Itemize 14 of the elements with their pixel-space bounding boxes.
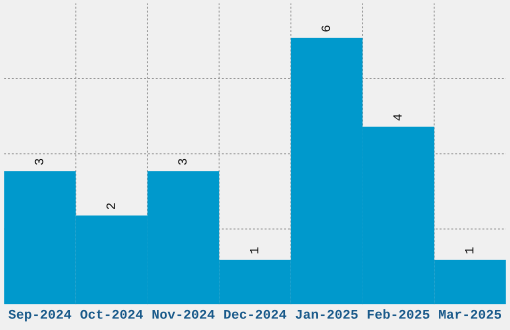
data-label: 1	[465, 247, 474, 254]
data-label: 1	[250, 247, 258, 254]
x-tick-label: Nov-2024	[152, 310, 215, 319]
x-tick-label: Oct-2024	[80, 310, 143, 319]
data-label: 6	[322, 26, 330, 32]
x-tick-label: Feb-2025	[368, 309, 430, 319]
x-tick-label: Jan-2025	[296, 310, 358, 319]
data-label: 2	[106, 203, 115, 210]
data-label: 3	[34, 158, 44, 165]
data-label: 4	[393, 114, 402, 121]
x-tick-label: Dec-2024	[224, 310, 286, 319]
x-tick-label: Sep-2024	[8, 310, 72, 322]
data-label: 3	[178, 158, 187, 165]
x-tick-label: Mar-2025	[439, 310, 502, 319]
